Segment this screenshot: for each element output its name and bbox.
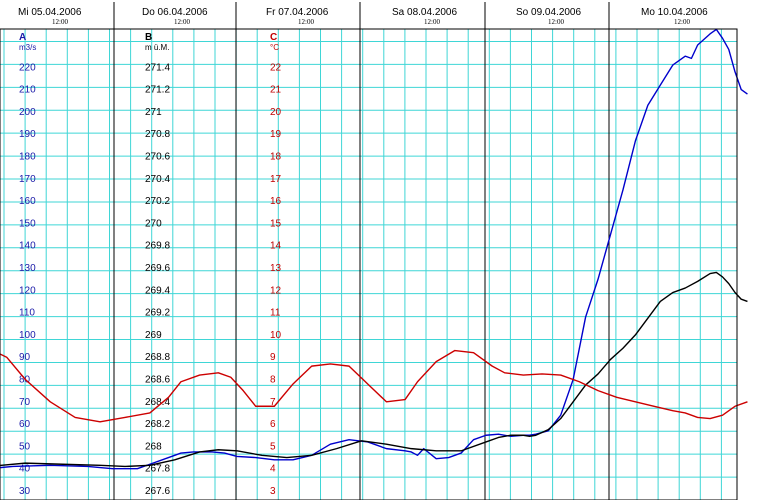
tick-label: 21	[270, 85, 282, 96]
tick-label: 12	[270, 285, 282, 296]
noon-label: 12:00	[174, 18, 190, 26]
axis-name: C	[270, 32, 277, 43]
tick-label: 11	[270, 308, 281, 319]
tick-label: 100	[19, 330, 36, 341]
tick-label: 14	[270, 241, 282, 252]
grid	[0, 29, 737, 500]
tick-label: 50	[19, 441, 31, 452]
tick-label: 269	[145, 330, 162, 341]
series-line-B	[0, 271, 748, 468]
tick-label: 160	[19, 196, 36, 207]
tick-label: 7	[270, 397, 276, 408]
axis-name: A	[19, 32, 26, 43]
day-label: Fr 07.04.2006	[266, 7, 329, 18]
tick-label: 17	[270, 174, 282, 185]
tick-label: 271	[145, 107, 162, 118]
tick-label: 268.2	[145, 419, 170, 430]
y-axes: Am3/s 30 40 50 60 70 80 90 100 110 120 130 140 150 160…	[19, 32, 282, 497]
tick-label: 8	[270, 375, 276, 386]
tick-label: 190	[19, 129, 36, 140]
tick-label: 269.6	[145, 263, 170, 274]
tick-label: 5	[270, 441, 276, 452]
tick-label: 15	[270, 218, 282, 229]
tick-label: 90	[19, 352, 31, 363]
tick-label: 140	[19, 241, 36, 252]
series-lines	[0, 28, 748, 470]
tick-label: 4	[270, 464, 276, 475]
tick-label: 270.6	[145, 152, 170, 163]
tick-label: 180	[19, 152, 36, 163]
noon-label: 12:00	[548, 18, 564, 26]
tick-label: 210	[19, 85, 36, 96]
day-label: Do 06.04.2006	[142, 7, 208, 18]
tick-label: 170	[19, 174, 36, 185]
noon-label: 12:00	[52, 18, 68, 26]
axis-unit: m3/s	[19, 43, 36, 52]
day-label: Mi 05.04.2006	[18, 7, 82, 18]
tick-label: 9	[270, 352, 276, 363]
tick-label: 60	[19, 419, 31, 430]
tick-label: 268.6	[145, 375, 170, 386]
tick-label: 268.4	[145, 397, 170, 408]
tick-label: 268.8	[145, 352, 170, 363]
tick-label: 150	[19, 218, 36, 229]
day-label: So 09.04.2006	[516, 7, 581, 18]
tick-label: 20	[270, 107, 282, 118]
tick-label: 40	[19, 464, 31, 475]
tick-label: 271.4	[145, 62, 170, 73]
tick-label: 220	[19, 62, 36, 73]
tick-label: 267.6	[145, 486, 170, 497]
tick-label: 200	[19, 107, 36, 118]
tick-label: 16	[270, 196, 282, 207]
tick-label: 70	[19, 397, 31, 408]
tick-label: 270.8	[145, 129, 170, 140]
tick-label: 271.2	[145, 85, 170, 96]
axis-unit: m ü.M.	[145, 43, 169, 52]
tick-label: 10	[270, 330, 282, 341]
noon-label: 12:00	[674, 18, 690, 26]
tick-label: 268	[145, 441, 162, 452]
day-label: Sa 08.04.2006	[392, 7, 457, 18]
day-lines	[113, 2, 610, 500]
tick-label: 3	[270, 486, 276, 497]
tick-label: 130	[19, 263, 36, 274]
tick-label: 13	[270, 263, 282, 274]
plot-frame	[0, 28, 738, 500]
day-label: Mo 10.04.2006	[641, 7, 708, 18]
tick-label: 270.2	[145, 196, 170, 207]
tick-label: 269.2	[145, 308, 170, 319]
axis-name: B	[145, 32, 152, 43]
tick-label: 18	[270, 152, 282, 163]
tick-label: 6	[270, 419, 276, 430]
tick-label: 110	[19, 308, 35, 319]
tick-label: 270.4	[145, 174, 170, 185]
tick-label: 269.4	[145, 285, 170, 296]
tick-label: 267.8	[145, 464, 170, 475]
tick-label: 30	[19, 486, 31, 497]
series-line-A	[0, 28, 748, 470]
axis-unit: °C	[270, 43, 279, 52]
tick-label: 19	[270, 129, 282, 140]
noon-label: 12:00	[424, 18, 440, 26]
series-line-C	[0, 349, 748, 423]
tick-label: 80	[19, 375, 31, 386]
tick-label: 270	[145, 218, 162, 229]
noon-label: 12:00	[298, 18, 314, 26]
tick-label: 120	[19, 285, 36, 296]
tick-label: 269.8	[145, 241, 170, 252]
tick-label: 22	[270, 62, 282, 73]
